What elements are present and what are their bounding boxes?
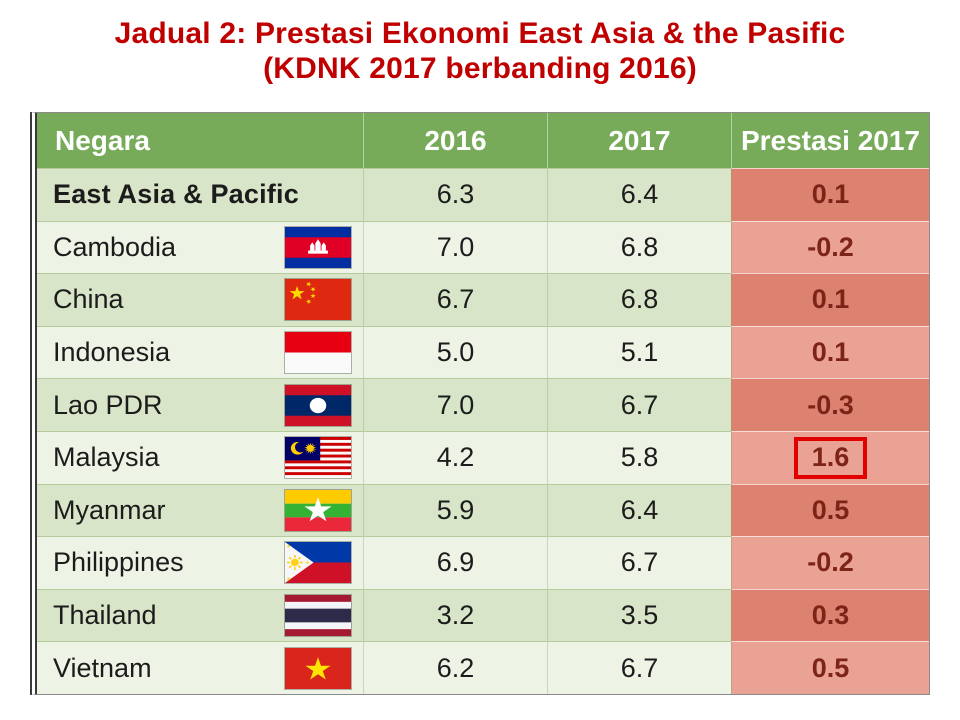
- prestasi-value: -0.2: [807, 547, 854, 578]
- country-cell: Vietnam: [37, 641, 363, 694]
- value-2017: 6.8: [547, 273, 731, 326]
- laos-flag-icon: [285, 384, 351, 426]
- cambodia-flag-icon: [285, 226, 351, 268]
- value-2016: 6.2: [363, 641, 547, 694]
- prestasi-cell: 0.1: [731, 273, 929, 326]
- header-2017: 2017: [547, 113, 731, 168]
- value-2017: 3.5: [547, 588, 731, 642]
- table-row: Thailand 3.2 3.5 0.3: [37, 588, 929, 642]
- country-cell: Cambodia: [37, 220, 363, 274]
- country-cell: Lao PDR: [37, 378, 363, 431]
- gdp-table: Negara 2016 2017 Prestasi 2017 East Asia…: [30, 112, 930, 695]
- value-2016: 4.2: [363, 430, 547, 484]
- prestasi-cell: 0.5: [731, 483, 929, 537]
- country-cell: East Asia & Pacific: [37, 168, 363, 221]
- header-negara: Negara: [55, 124, 150, 156]
- value-2016: 7.0: [363, 378, 547, 431]
- country-name: Indonesia: [53, 337, 171, 368]
- prestasi-cell: -0.2: [731, 536, 929, 589]
- table-row: Lao PDR 7.0 6.7 -0.3: [37, 378, 929, 431]
- header-2016: 2016: [363, 113, 547, 168]
- prestasi-value: 0.5: [811, 652, 850, 683]
- country-name: Thailand: [53, 600, 157, 631]
- table-row: Vietnam 6.2 6.7 0.5: [37, 641, 929, 694]
- value-2017: 5.8: [547, 430, 731, 484]
- value-2016: 6.9: [363, 536, 547, 589]
- value-2017: 6.4: [547, 483, 731, 537]
- prestasi-value: 0.3: [811, 600, 850, 631]
- table-row: East Asia & Pacific 6.3 6.4 0.1: [37, 168, 929, 221]
- prestasi-value: 0.1: [811, 337, 850, 368]
- prestasi-cell: 0.5: [731, 641, 929, 694]
- title-line-2: (KDNK 2017 berbanding 2016): [263, 52, 697, 86]
- country-cell: Myanmar: [37, 483, 363, 537]
- prestasi-value: 0.5: [811, 494, 850, 525]
- value-2016: 5.0: [363, 325, 547, 379]
- country-cell: Malaysia: [37, 430, 363, 484]
- country-name: Cambodia: [53, 231, 177, 262]
- country-name: Lao PDR: [53, 389, 163, 420]
- slide-title: Jadual 2: Prestasi Ekonomi East Asia & t…: [0, 0, 960, 87]
- prestasi-cell: 0.1: [731, 325, 929, 379]
- value-2017: 6.7: [547, 641, 731, 694]
- prestasi-cell: 0.3: [731, 588, 929, 642]
- prestasi-cell: 1.6: [731, 430, 929, 484]
- value-2016: 6.7: [363, 273, 547, 326]
- value-2017: 6.7: [547, 378, 731, 431]
- malaysia-flag-icon: [285, 437, 351, 479]
- table-row: Cambodia 7.0 6.8 -0.2: [37, 220, 929, 274]
- country-cell: Indonesia: [37, 325, 363, 379]
- title-line-1: Jadual 2: Prestasi Ekonomi East Asia & t…: [114, 17, 846, 50]
- table-row: Indonesia 5.0 5.1 0.1: [37, 325, 929, 379]
- value-2017: 6.8: [547, 220, 731, 274]
- prestasi-value: 1.6: [793, 436, 868, 479]
- country-name: East Asia & Pacific: [53, 179, 299, 210]
- prestasi-value: 0.1: [811, 179, 850, 210]
- thailand-flag-icon: [285, 595, 351, 637]
- prestasi-cell: -0.2: [731, 220, 929, 274]
- vietnam-flag-icon: [285, 647, 351, 689]
- value-2016: 3.2: [363, 588, 547, 642]
- value-2016: 5.9: [363, 483, 547, 537]
- country-cell: Philippines: [37, 536, 363, 589]
- value-2017: 5.1: [547, 325, 731, 379]
- prestasi-value: -0.2: [807, 231, 854, 262]
- country-name: Vietnam: [53, 652, 152, 683]
- country-name: China: [53, 284, 124, 315]
- value-2017: 6.4: [547, 168, 731, 221]
- table-row: Malaysia 4.2 5.8 1.6: [37, 430, 929, 484]
- country-cell: China: [37, 273, 363, 326]
- china-flag-icon: [285, 279, 351, 321]
- country-cell: Thailand: [37, 588, 363, 642]
- prestasi-cell: -0.3: [731, 378, 929, 431]
- table-row: Philippines 6.9 6.7 -0.2: [37, 536, 929, 589]
- philippines-flag-icon: [285, 542, 351, 584]
- country-name: Myanmar: [53, 494, 166, 525]
- table-row: Myanmar 5.9 6.4 0.5: [37, 483, 929, 537]
- indonesia-flag-icon: [285, 332, 351, 374]
- value-2016: 7.0: [363, 220, 547, 274]
- table-row: China 6.7 6.8 0.1: [37, 273, 929, 326]
- value-2017: 6.7: [547, 536, 731, 589]
- myanmar-flag-icon: [285, 489, 351, 531]
- prestasi-value: -0.3: [807, 389, 854, 420]
- country-name: Philippines: [53, 547, 184, 578]
- header-prestasi-2017: Prestasi 2017: [731, 113, 929, 168]
- prestasi-cell: 0.1: [731, 168, 929, 221]
- table-header-row: Negara 2016 2017 Prestasi 2017: [37, 113, 929, 168]
- prestasi-value: 0.1: [811, 284, 850, 315]
- country-name: Malaysia: [53, 442, 160, 473]
- value-2016: 6.3: [363, 168, 547, 221]
